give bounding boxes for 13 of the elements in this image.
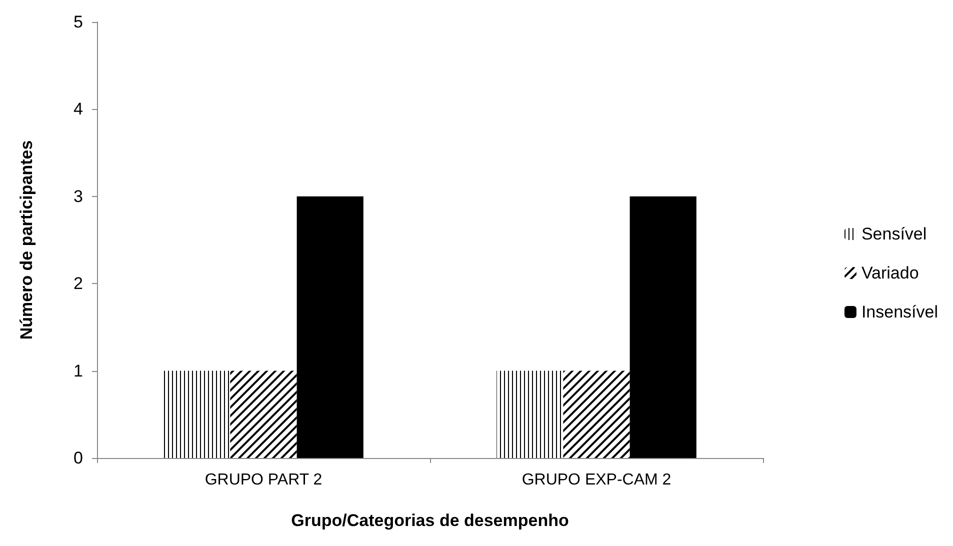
y-tick-label: 2 <box>74 274 83 294</box>
x-tick-label: GRUPO PART 2 <box>204 472 322 488</box>
y-tick-label: 1 <box>74 361 83 380</box>
y-tick-label: 4 <box>74 100 83 119</box>
y-tick-label: 3 <box>74 186 83 206</box>
y-axis-title: Número de participantes <box>17 140 36 340</box>
y-tick-label: 0 <box>74 448 83 468</box>
legend-label: Variado <box>861 264 919 282</box>
y-tick-label: 5 <box>74 12 83 32</box>
x-tick-label: GRUPO EXP-CAM 2 <box>522 472 672 488</box>
legend-label: Sensível <box>861 224 927 244</box>
x-axis-title: Grupo/Categorias de desempenho <box>291 511 569 530</box>
legend-label: Insensível <box>861 302 938 322</box>
